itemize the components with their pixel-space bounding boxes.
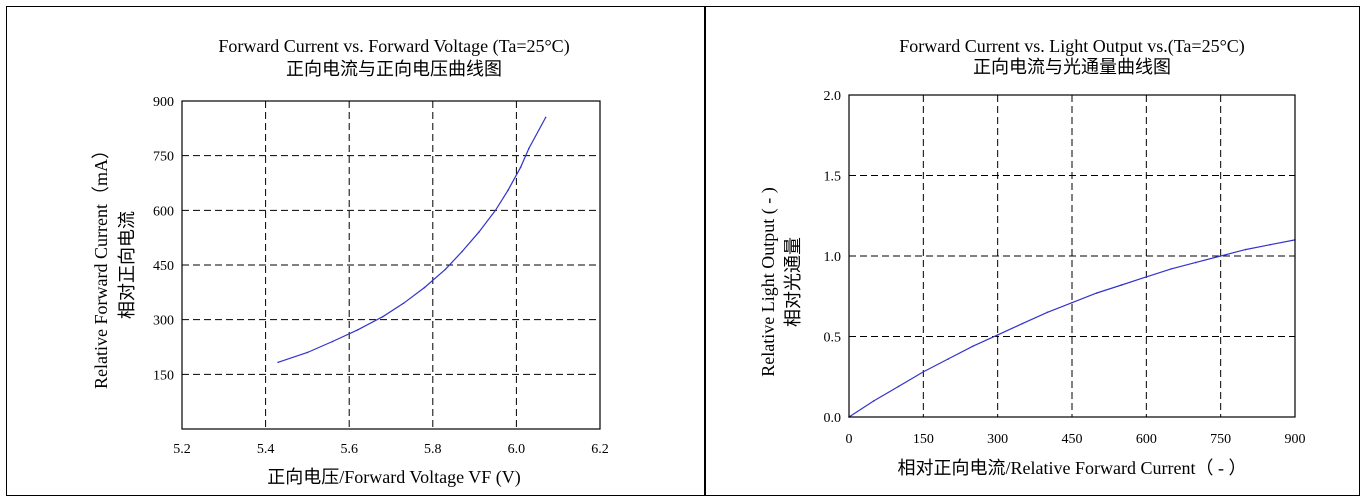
data-point xyxy=(423,286,426,289)
x-tick-label: 750 xyxy=(1210,432,1231,447)
data-point xyxy=(897,385,900,388)
y-tick-label: 0.5 xyxy=(824,331,842,346)
data-point xyxy=(1071,301,1073,304)
data-point xyxy=(1120,284,1123,286)
chart-subtitle: 正向电流与光通量曲线图 xyxy=(973,57,1171,77)
data-point xyxy=(528,147,530,150)
left-chart-panel: 5.2 5.4 5.6 5.8 6.0 6.2 150 300 450 600 750 900 For… xyxy=(6,6,705,496)
data-point xyxy=(1195,261,1197,264)
data-point xyxy=(972,345,974,347)
voltage-current-chart: 5.2 5.4 5.6 5.8 6.0 6.2 150 300 450 600 750 900 For… xyxy=(91,36,609,488)
x-tick-label: 0 xyxy=(846,432,853,447)
data-point xyxy=(477,231,480,233)
y-tick-label: 300 xyxy=(153,314,174,329)
data-point xyxy=(444,268,447,271)
data-point xyxy=(507,189,509,192)
data-point xyxy=(1145,276,1148,278)
data-point xyxy=(402,302,405,305)
plot-frame xyxy=(181,100,601,430)
y-tick-label: 450 xyxy=(153,259,174,274)
chart-subtitle: 正向电流与正向电压曲线图 xyxy=(286,59,502,79)
chart-title: Forward Current vs. Light Output vs.(Ta=… xyxy=(899,36,1245,57)
x-tick-label: 150 xyxy=(913,432,934,447)
data-point xyxy=(331,340,334,343)
data-point xyxy=(277,361,279,364)
y-tick-label: 150 xyxy=(153,368,174,383)
plot-frame xyxy=(848,94,1296,418)
data-point xyxy=(1170,268,1172,270)
y-tick-label: 2.0 xyxy=(824,89,842,104)
x-tick-label: 600 xyxy=(1136,432,1157,447)
y-tick-label: 1.5 xyxy=(824,170,842,185)
data-point xyxy=(544,116,547,119)
data-point xyxy=(1095,292,1098,294)
data-point xyxy=(922,371,925,373)
x-tick-label: 5.6 xyxy=(340,442,358,457)
x-tick-label: 5.8 xyxy=(424,442,442,457)
x-tick-label: 5.2 xyxy=(173,442,191,457)
y-tick-label: 1.0 xyxy=(824,250,842,265)
data-point xyxy=(494,209,497,212)
y-axis-label: Relative Forward Current（mA） xyxy=(91,141,111,389)
current-light-output-chart: 0 150 300 450 600 750 900 0.0 0.5 1.0 1.5 2.0 Forwa… xyxy=(758,36,1306,478)
x-tick-label: 6.0 xyxy=(508,442,526,457)
data-point xyxy=(1219,255,1222,257)
data-point xyxy=(872,400,875,402)
y-tick-label: 0.0 xyxy=(824,411,842,426)
x-tick-label: 900 xyxy=(1285,432,1306,447)
y-tick-label: 750 xyxy=(153,150,174,165)
data-point xyxy=(1269,243,1272,246)
series-line xyxy=(277,117,547,363)
data-point xyxy=(1046,311,1049,314)
x-axis-label: 正向电压/Forward Voltage VF (V) xyxy=(267,467,521,488)
x-axis-label: 相对正向电流/Relative Forward Current（ - ） xyxy=(898,458,1247,478)
y-axis-label-cn: 相对正向电流 xyxy=(117,211,137,319)
x-tick-label: 300 xyxy=(987,432,1008,447)
x-tick-label: 5.4 xyxy=(257,442,275,457)
data-point xyxy=(381,315,384,318)
x-tick-label: 6.2 xyxy=(591,442,609,457)
data-point xyxy=(1021,322,1024,325)
y-axis-label-cn: 相对光通量 xyxy=(783,237,803,327)
data-point xyxy=(1244,248,1247,251)
data-point xyxy=(356,329,359,331)
data-point xyxy=(461,250,463,253)
data-point xyxy=(996,334,999,336)
y-axis-label: Relative Light Output ( - ) xyxy=(758,187,779,376)
y-tick-label: 600 xyxy=(153,204,174,219)
data-point xyxy=(947,358,949,360)
data-point xyxy=(306,351,309,354)
x-tick-label: 450 xyxy=(1062,432,1083,447)
y-tick-label: 900 xyxy=(153,95,174,110)
data-point xyxy=(519,166,522,169)
right-chart-panel: 0 150 300 450 600 750 900 0.0 0.5 1.0 1.5 2.0 Forwa… xyxy=(705,6,1360,496)
chart-title: Forward Current vs. Forward Voltage (Ta=… xyxy=(218,36,569,57)
